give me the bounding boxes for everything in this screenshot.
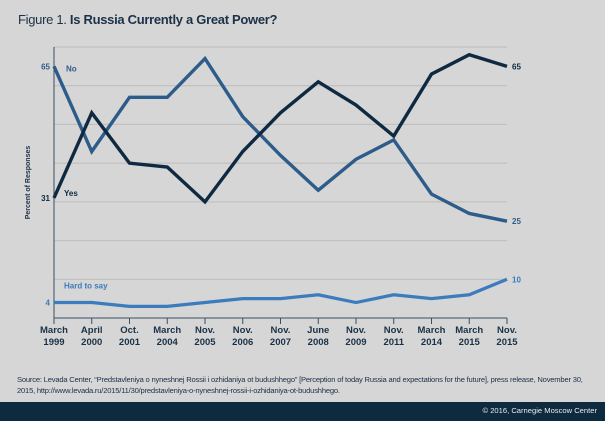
x-tick-label: 1999	[43, 337, 64, 348]
end-value-label-hard-to-say: 10	[512, 275, 521, 284]
series-label-hard-to-say: Hard to say	[64, 282, 108, 291]
x-tick-label: 2001	[119, 337, 141, 348]
x-tick-label: March	[153, 325, 181, 336]
x-tick-label: 2005	[194, 337, 216, 348]
x-tick-label: Nov.	[233, 325, 253, 336]
x-tick-label: June	[307, 325, 329, 336]
source-note: Source: Levada Center, “Predstavleniya o…	[17, 375, 583, 395]
x-tick-label: 2007	[270, 337, 291, 348]
chart-title: Figure 1. Is Russia Currently a Great Po…	[18, 12, 277, 27]
figure-number: Figure 1.	[18, 12, 67, 27]
x-tick-label: March	[40, 325, 68, 336]
x-tick-label: 2009	[345, 337, 366, 348]
x-tick-label: Nov.	[195, 325, 215, 336]
x-tick-label: April	[81, 325, 103, 336]
start-value-label-hard-to-say: 4	[46, 299, 51, 308]
x-tick-label: Nov.	[346, 325, 366, 336]
x-tick-label: 2011	[383, 337, 404, 348]
series-label-yes: Yes	[64, 189, 78, 198]
start-value-label-yes: 31	[41, 194, 50, 203]
x-tick-label: 2014	[421, 337, 443, 348]
series-line-hard-to-say	[54, 277, 508, 308]
figure-title: Is Russia Currently a Great Power?	[69, 12, 278, 27]
end-value-label-yes: 65	[512, 62, 521, 71]
x-tick-label: 2015	[496, 337, 518, 348]
x-tick-label: Nov.	[497, 325, 517, 336]
x-tick-label: 2004	[157, 337, 179, 348]
x-tick-label: March	[418, 325, 446, 336]
x-tick-label: Oct.	[120, 325, 138, 336]
x-tick-label: Nov.	[384, 325, 404, 336]
series-label-no: No	[66, 64, 77, 73]
footer-bar: © 2016, Carnegie Moscow Center	[0, 402, 605, 421]
x-tick-label: 2015	[459, 337, 481, 348]
end-value-label-no: 25	[512, 217, 521, 226]
line-chart: Percent of ResponsesMarch1999April2000Oc…	[25, 46, 521, 348]
x-tick-label: 2006	[232, 337, 253, 348]
x-tick-label: Nov.	[271, 325, 291, 336]
copyright: © 2016, Carnegie Moscow Center	[482, 406, 598, 415]
series-line-no	[52, 55, 508, 223]
x-tick-label: 2008	[308, 337, 329, 348]
x-tick-label: March	[455, 325, 483, 336]
series-line-yes	[52, 52, 508, 205]
x-tick-label: 2000	[81, 337, 102, 348]
start-value-label-no: 65	[41, 62, 50, 71]
y-axis-label: Percent of Responses	[25, 146, 32, 220]
